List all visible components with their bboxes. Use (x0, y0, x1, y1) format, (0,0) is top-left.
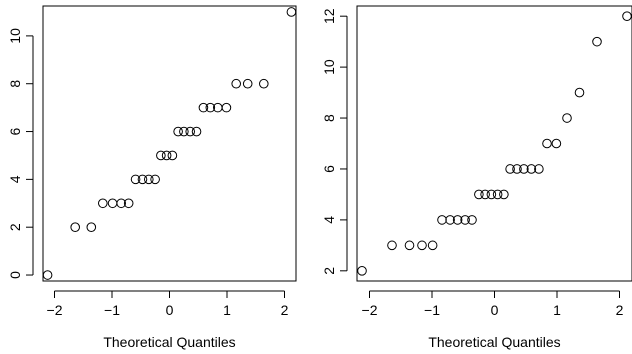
data-point (137, 174, 148, 185)
x-tick-label: 0 (491, 302, 499, 318)
data-point (417, 240, 427, 251)
data-point (357, 266, 367, 276)
data-point (534, 164, 544, 174)
y-tick-label: 4 (7, 175, 23, 183)
x-tick-label: −1 (424, 302, 440, 318)
data-point (452, 215, 463, 225)
y-tick-label: 8 (321, 114, 337, 122)
data-point (205, 102, 216, 113)
data-point (167, 150, 178, 161)
y-tick-label: 6 (7, 127, 23, 135)
data-point (519, 164, 529, 174)
y-tick-label: 10 (321, 59, 337, 75)
data-point (161, 150, 172, 161)
data-point (242, 78, 253, 89)
data-point (574, 87, 585, 98)
data-point (551, 138, 562, 149)
x-tick-label: −2 (362, 302, 378, 318)
data-point (480, 189, 490, 200)
x-tick-label: 1 (553, 302, 561, 318)
data-point (622, 11, 632, 21)
plot-frame (356, 5, 632, 282)
y-tick-label: 2 (321, 267, 337, 275)
y-tick-label: 0 (7, 271, 23, 279)
plot-frame (42, 5, 297, 282)
data-point (437, 215, 447, 225)
data-point (259, 78, 269, 89)
y-tick-label: 8 (7, 80, 23, 88)
data-point (512, 164, 522, 174)
x-tick-label: −2 (47, 302, 63, 318)
data-point (173, 126, 183, 137)
x-tick-label: −1 (104, 302, 120, 318)
data-point (221, 102, 232, 113)
data-point (474, 189, 484, 200)
data-point (86, 222, 97, 232)
data-point (185, 126, 195, 137)
data-point (156, 150, 166, 161)
y-tick-label: 12 (321, 8, 337, 24)
x-axis-title: Theoretical Quantiles (428, 334, 560, 350)
data-point (198, 102, 209, 113)
data-point (123, 198, 134, 209)
data-point (542, 138, 552, 149)
data-point (499, 189, 509, 200)
y-tick-label: 4 (321, 216, 337, 224)
data-point (116, 198, 126, 209)
x-tick-label: 0 (166, 302, 174, 318)
data-point (286, 7, 297, 17)
data-point (486, 189, 497, 200)
data-point (107, 198, 118, 209)
data-point (562, 113, 572, 123)
x-tick-label: 2 (281, 302, 289, 318)
data-point (592, 36, 602, 47)
data-point (404, 240, 415, 251)
data-point (130, 174, 141, 185)
y-tick-label: 2 (7, 223, 23, 231)
data-point (460, 215, 470, 225)
data-point (231, 78, 241, 89)
data-point (98, 198, 108, 209)
data-point (42, 270, 53, 280)
data-point (70, 222, 80, 232)
y-tick-label: 6 (321, 165, 337, 173)
data-point (505, 164, 515, 174)
data-point (427, 240, 438, 251)
left-qq-panel: −2 −1 0 1 2 Theoretical Quantiles 0 2 4 6 8 10 (7, 5, 297, 350)
data-point (179, 126, 189, 137)
data-point (387, 240, 397, 251)
data-point (445, 215, 455, 225)
y-tick-label: 10 (7, 28, 23, 44)
x-tick-label: 2 (616, 302, 624, 318)
data-point (191, 126, 202, 137)
data-point (467, 215, 477, 225)
x-axis-title: Theoretical Quantiles (103, 334, 235, 350)
data-point (526, 164, 537, 174)
data-point (144, 174, 154, 185)
x-tick-label: 1 (223, 302, 231, 318)
data-point (150, 174, 160, 185)
data-point (492, 189, 503, 200)
